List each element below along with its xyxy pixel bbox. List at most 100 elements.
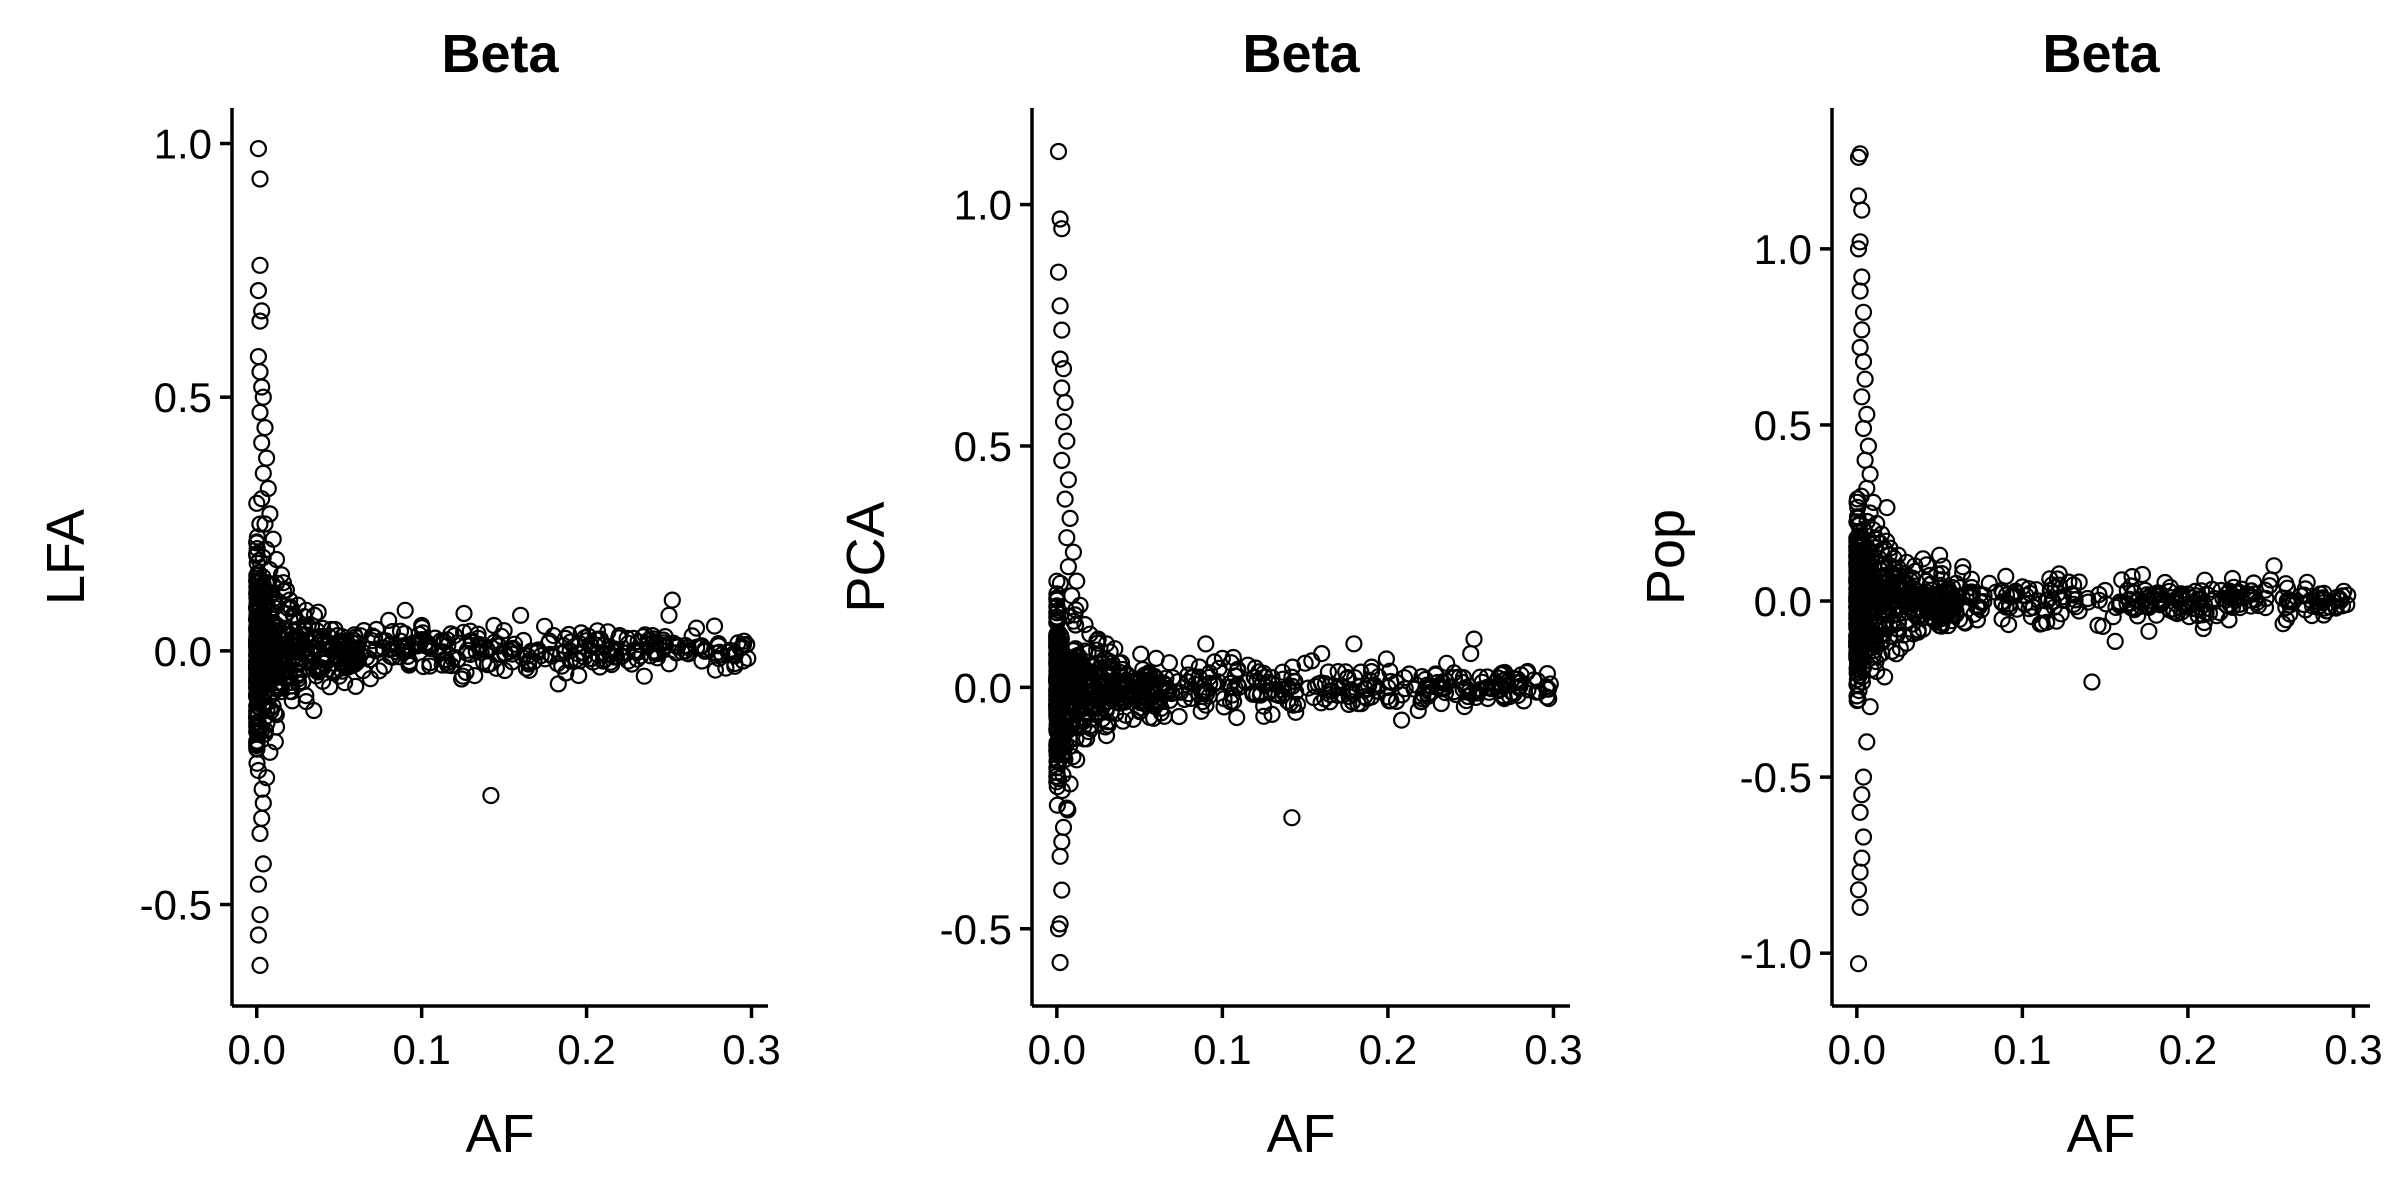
data-point [1877, 602, 1896, 621]
data-point [449, 650, 467, 669]
y-tick-label: -0.5 [1740, 754, 1812, 801]
data-point [1246, 659, 1265, 677]
data-point [251, 312, 269, 330]
data-point [1049, 743, 1067, 761]
data-point [1053, 881, 1071, 899]
data-point [1048, 609, 1066, 627]
panel-2: Beta 0.0 0.1 0.2 0.3 -0.5 0.0 0.5 1.0 AF PCA [836, 24, 1583, 1164]
data-point [446, 626, 464, 645]
data-point [1164, 669, 1182, 687]
y-tick-label: 0.5 [954, 423, 1012, 470]
panel-1: Beta 0.0 0.1 0.2 0.3 -0.5 0.0 0.5 1.0 AF LFA [36, 24, 781, 1164]
data-point [1395, 669, 1414, 687]
data-point [535, 617, 554, 635]
x-axis-title: AF [2066, 1104, 2135, 1164]
data-point [1848, 659, 1866, 678]
data-point [1106, 640, 1124, 658]
data-point [1151, 677, 1169, 696]
data-point [1051, 210, 1069, 228]
data-point [251, 906, 269, 924]
data-point [261, 743, 279, 761]
data-point [1538, 688, 1556, 706]
data-point [1299, 679, 1317, 697]
y-tick-label: 1.0 [954, 182, 1012, 229]
data-point [1933, 564, 1951, 583]
data-point [2278, 592, 2296, 610]
data-point [263, 585, 281, 604]
data-point [1907, 582, 1926, 600]
data-point [495, 621, 513, 640]
data-point [2146, 585, 2164, 603]
data-point [1850, 566, 1869, 584]
data-point [309, 663, 327, 681]
data-point [1068, 572, 1086, 590]
data-point [1059, 687, 1077, 705]
data-point [2083, 673, 2101, 691]
data-point [1054, 818, 1073, 837]
data-point [1848, 513, 1866, 531]
data-point [1848, 493, 1866, 511]
data-point [2281, 605, 2299, 623]
data-point [1861, 465, 1879, 483]
y-tick-label: 0.0 [1754, 578, 1812, 625]
data-point [1063, 586, 1081, 605]
data-point [249, 282, 267, 300]
data-point [256, 515, 274, 533]
data-point [1071, 662, 1089, 680]
x-tick-label: 0.0 [1828, 1026, 1886, 1073]
data-point [2030, 592, 2048, 610]
data-point [721, 641, 739, 660]
data-point [1854, 828, 1873, 846]
x-tick-label: 0.1 [1993, 1026, 2051, 1073]
data-point [676, 642, 695, 660]
data-point [268, 673, 286, 692]
data-point [2295, 595, 2313, 614]
x-tick-label: 0.0 [1028, 1026, 1086, 1073]
data-point [577, 632, 596, 650]
data-point [281, 682, 299, 701]
x-tick-label: 0.2 [1359, 1026, 1417, 1073]
data-point [1345, 635, 1363, 653]
data-point [1412, 693, 1430, 711]
data-point [1081, 625, 1099, 643]
data-point [1997, 567, 2015, 586]
data-point [1051, 297, 1069, 315]
data-point [1851, 233, 1869, 251]
data-point [1097, 726, 1116, 745]
data-point [1061, 509, 1079, 528]
data-point [277, 581, 295, 599]
data-point [1197, 681, 1215, 699]
data-points [1848, 145, 2357, 973]
data-point [1053, 379, 1071, 397]
data-point [309, 603, 327, 621]
data-point [1428, 673, 1447, 692]
data-point [1848, 556, 1866, 574]
data-point [517, 659, 535, 677]
data-point [1445, 669, 1464, 687]
data-point [1387, 692, 1406, 711]
data-point [1853, 786, 1871, 804]
data-point [462, 632, 480, 650]
data-point [2186, 582, 2204, 601]
data-point [258, 701, 276, 720]
data-point [705, 617, 724, 635]
data-point [249, 686, 267, 704]
data-point [1082, 657, 1100, 675]
data-point [1859, 437, 1878, 455]
data-points [1048, 142, 1559, 972]
data-point [1884, 586, 1902, 604]
data-point [1068, 751, 1086, 769]
y-tick-label: -0.5 [940, 906, 1012, 953]
data-point [610, 626, 629, 645]
data-point [605, 648, 623, 666]
data-point [1075, 696, 1094, 714]
y-tick-label: 1.0 [154, 121, 212, 168]
data-point [396, 601, 414, 619]
data-point [329, 640, 347, 658]
data-point [2063, 585, 2081, 603]
data-point [1858, 479, 1876, 497]
panel-title: Beta [2042, 24, 2160, 84]
data-point [258, 540, 276, 559]
data-point [2211, 604, 2229, 622]
data-point [1511, 673, 1529, 692]
